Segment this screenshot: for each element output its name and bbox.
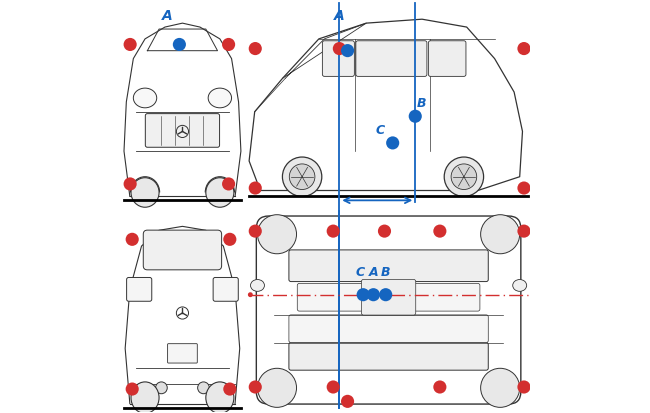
Circle shape [480, 368, 520, 407]
FancyBboxPatch shape [289, 315, 488, 343]
FancyBboxPatch shape [289, 250, 488, 282]
Circle shape [333, 42, 346, 55]
Circle shape [124, 177, 136, 190]
Circle shape [451, 164, 476, 190]
FancyBboxPatch shape [361, 280, 416, 315]
Circle shape [249, 380, 262, 394]
Text: C: C [376, 124, 385, 137]
Text: B: B [381, 266, 391, 279]
Circle shape [517, 181, 530, 195]
Circle shape [223, 233, 237, 246]
Circle shape [517, 225, 530, 237]
Circle shape [249, 225, 262, 237]
Circle shape [327, 380, 340, 394]
Ellipse shape [155, 382, 167, 394]
FancyBboxPatch shape [127, 278, 151, 301]
Circle shape [125, 233, 138, 246]
Circle shape [357, 288, 370, 301]
Ellipse shape [131, 382, 159, 413]
Circle shape [409, 110, 422, 123]
Circle shape [341, 44, 354, 57]
FancyBboxPatch shape [213, 278, 239, 301]
Circle shape [257, 215, 296, 254]
Ellipse shape [131, 178, 159, 207]
Circle shape [378, 225, 391, 237]
Circle shape [327, 225, 340, 237]
Circle shape [222, 38, 235, 51]
Ellipse shape [250, 280, 265, 291]
Circle shape [480, 215, 520, 254]
Ellipse shape [133, 88, 157, 108]
Circle shape [282, 157, 322, 197]
Ellipse shape [198, 382, 209, 394]
FancyBboxPatch shape [143, 230, 222, 270]
Circle shape [379, 288, 393, 301]
Text: B: B [417, 97, 426, 110]
Circle shape [173, 38, 186, 51]
Circle shape [386, 136, 399, 150]
Circle shape [249, 181, 262, 195]
Circle shape [222, 177, 235, 190]
Text: A: A [369, 266, 378, 279]
Circle shape [434, 225, 447, 237]
Circle shape [257, 368, 296, 407]
FancyBboxPatch shape [168, 344, 198, 363]
Text: A: A [334, 9, 345, 23]
FancyBboxPatch shape [289, 342, 488, 370]
Circle shape [249, 42, 262, 55]
FancyBboxPatch shape [256, 216, 521, 404]
FancyBboxPatch shape [297, 283, 371, 311]
FancyBboxPatch shape [322, 41, 354, 76]
Circle shape [434, 380, 447, 394]
Text: A: A [162, 9, 172, 23]
Circle shape [517, 42, 530, 55]
Ellipse shape [206, 382, 234, 413]
Circle shape [517, 380, 530, 394]
Circle shape [289, 164, 315, 190]
Text: C: C [356, 266, 365, 279]
Ellipse shape [206, 178, 234, 207]
Circle shape [124, 38, 136, 51]
Ellipse shape [513, 280, 526, 291]
FancyBboxPatch shape [356, 41, 427, 76]
Circle shape [223, 382, 237, 396]
FancyBboxPatch shape [406, 283, 480, 311]
Circle shape [367, 288, 380, 301]
Ellipse shape [208, 88, 231, 108]
Circle shape [341, 395, 354, 408]
Circle shape [248, 292, 253, 297]
Circle shape [444, 157, 484, 197]
FancyBboxPatch shape [146, 114, 220, 147]
Circle shape [125, 382, 138, 396]
FancyBboxPatch shape [428, 41, 466, 76]
